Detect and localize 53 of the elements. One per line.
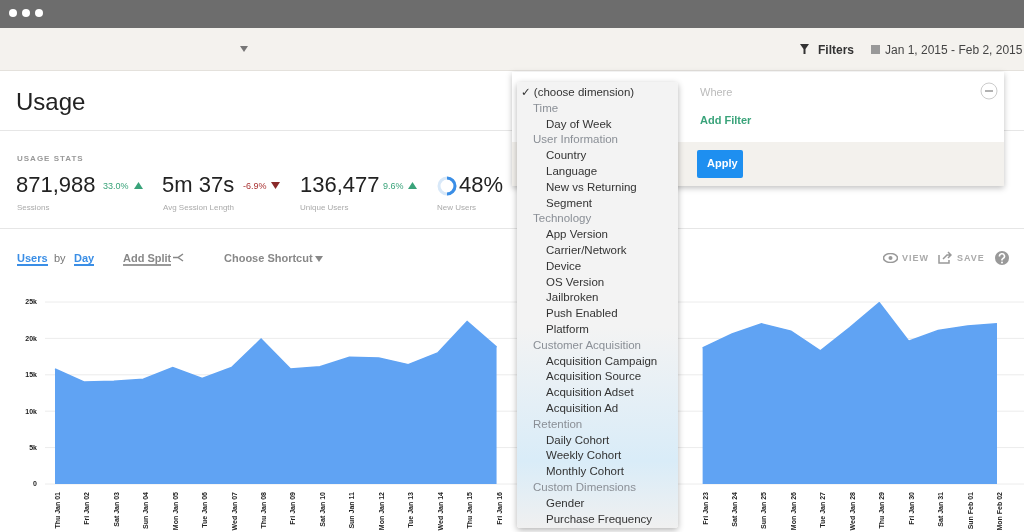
text: Language bbox=[546, 164, 598, 178]
text: 871,988 bbox=[16, 172, 96, 198]
text: Add Filter bbox=[700, 114, 752, 126]
chart-title: Usage bbox=[16, 88, 86, 116]
text: Where bbox=[700, 86, 733, 98]
text: Unique Users bbox=[300, 203, 349, 212]
text: Day bbox=[74, 252, 95, 266]
annotation: Monthly Cohort bbox=[546, 464, 624, 479]
text: Choose Shortcut bbox=[224, 252, 313, 264]
text: by bbox=[54, 252, 66, 264]
annotation: Acquisition Source bbox=[546, 369, 642, 384]
text: New vs Returning bbox=[546, 179, 637, 194]
text: Gender bbox=[546, 495, 585, 510]
text: Avg Session Length bbox=[163, 203, 235, 212]
annotation: Weekly Cohort bbox=[546, 448, 622, 463]
annotation: Acquisition Campaign bbox=[546, 353, 658, 368]
annotation: Daily Cohort bbox=[546, 432, 610, 447]
text: Filters bbox=[818, 43, 855, 57]
text: Country bbox=[546, 148, 587, 163]
text: 136,477 bbox=[300, 172, 380, 198]
text: VIEW bbox=[902, 253, 930, 263]
annotation: Jailbroken bbox=[546, 290, 599, 305]
text: 9.6% bbox=[383, 181, 404, 191]
text: ✓ (choose dimension) bbox=[521, 85, 635, 99]
text: User Information bbox=[533, 132, 619, 147]
text: Purchase Frequency bbox=[546, 511, 653, 526]
annotation: Custom Dimensions bbox=[533, 480, 636, 494]
text: Carrier/Network bbox=[546, 243, 627, 257]
text: Apply bbox=[707, 157, 738, 169]
annotation: Platform bbox=[546, 322, 589, 336]
text: 5m 37s bbox=[162, 172, 235, 198]
text: Device bbox=[546, 258, 582, 273]
text: Add Split bbox=[123, 252, 172, 266]
text: Time bbox=[533, 100, 559, 115]
text: Jan 1, 2015 - Feb 2, 2015 bbox=[885, 43, 1023, 57]
text: -6.9% bbox=[243, 181, 267, 191]
annotation: Acquisition Adset bbox=[546, 385, 634, 400]
text: OS Version bbox=[546, 274, 605, 289]
annotation: Acquisition Ad bbox=[546, 401, 619, 415]
text: SAVE bbox=[957, 253, 985, 263]
annotation: Push Enabled bbox=[546, 306, 618, 321]
text: 33.0% bbox=[103, 181, 129, 191]
annotation: Retention bbox=[533, 416, 583, 431]
text: App Version bbox=[546, 227, 609, 242]
text: Technology bbox=[533, 211, 592, 226]
text: New Users bbox=[437, 203, 477, 212]
text: USAGE STATS bbox=[17, 154, 84, 163]
text: Day of Week bbox=[546, 116, 612, 131]
text: 48% bbox=[459, 172, 504, 198]
annotation: Customer Acquisition bbox=[533, 337, 642, 352]
text: Users bbox=[17, 252, 48, 266]
text: Sessions bbox=[17, 203, 50, 212]
text: Segment bbox=[546, 195, 593, 210]
